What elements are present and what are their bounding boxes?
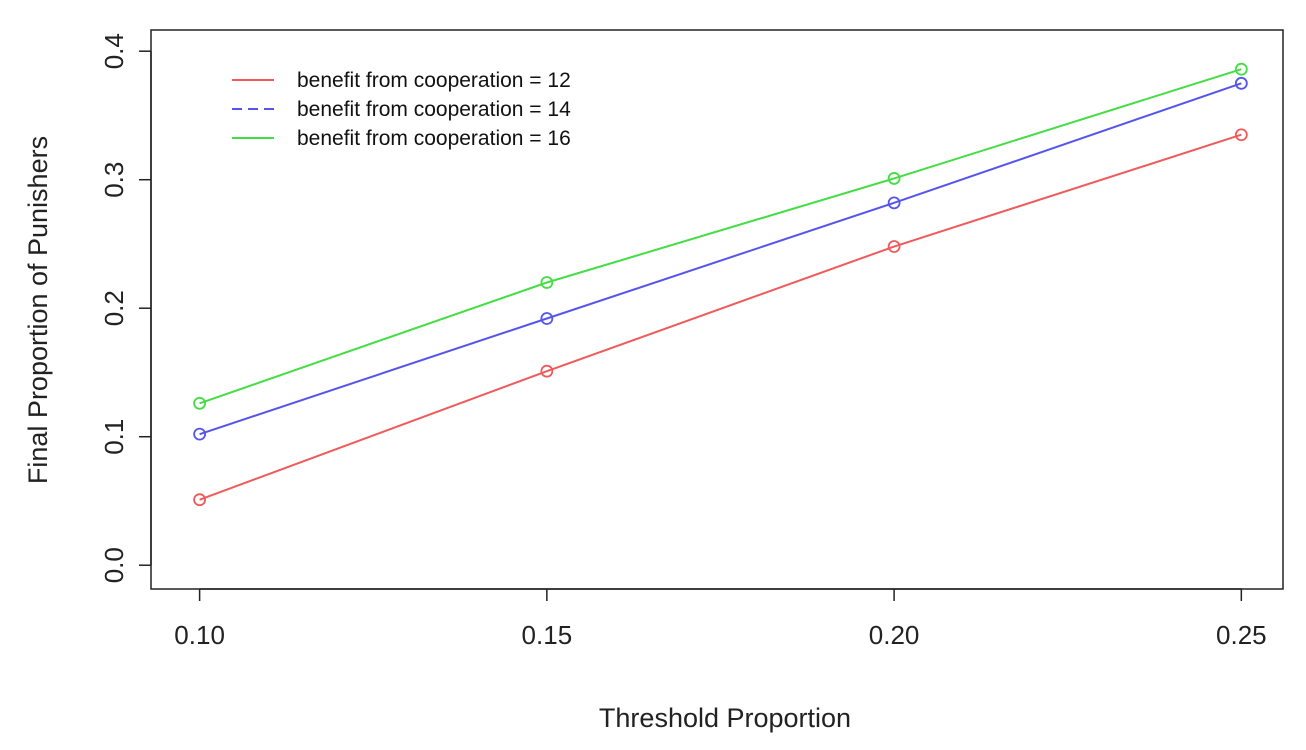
legend-label: benefit from cooperation = 16 [297, 127, 571, 150]
data-point [540, 276, 554, 289]
x-tick-label: 0.20 [869, 620, 920, 650]
legend-item: benefit from cooperation = 12 [232, 69, 571, 92]
y-tick-label: 0.2 [99, 290, 129, 326]
x-tick-label: 0.15 [522, 620, 573, 650]
x-tick-label: 0.25 [1216, 620, 1267, 650]
series-layer [193, 62, 1248, 507]
legend-label: benefit from cooperation = 14 [297, 98, 571, 121]
y-tick-label: 0.4 [99, 33, 129, 69]
y-axis: 0.0 0.1 0.2 0.3 0.4 [99, 33, 152, 583]
data-point [887, 172, 901, 185]
legend: benefit from cooperation = 12 benefit fro… [232, 69, 571, 150]
legend-label: benefit from cooperation = 12 [297, 69, 571, 92]
x-axis-title: Threshold Proportion [599, 703, 851, 733]
legend-item: benefit from cooperation = 16 [232, 127, 571, 150]
series-2 [193, 76, 1248, 441]
data-point [1234, 62, 1248, 76]
data-point [193, 493, 207, 507]
data-point [887, 240, 901, 253]
data-point [540, 364, 554, 378]
data-point [540, 312, 554, 325]
legend-item: benefit from cooperation = 14 [232, 98, 571, 121]
y-axis-title: Final Proportion of Punishers [23, 136, 53, 484]
series-3 [193, 62, 1248, 410]
x-tick-label: 0.10 [174, 620, 225, 650]
x-axis: 0.10 0.15 0.20 0.25 [174, 588, 1267, 650]
data-point [887, 196, 901, 210]
y-tick-label: 0.0 [99, 547, 129, 583]
series-line [199, 82, 1242, 436]
y-tick-label: 0.3 [99, 162, 129, 198]
series-1 [193, 128, 1248, 507]
data-point [1234, 76, 1248, 90]
y-tick-label: 0.1 [99, 419, 129, 455]
data-point [193, 396, 207, 410]
data-point [1234, 128, 1248, 142]
series-line [199, 133, 1242, 501]
data-point [193, 427, 207, 441]
series-line [199, 68, 1242, 405]
